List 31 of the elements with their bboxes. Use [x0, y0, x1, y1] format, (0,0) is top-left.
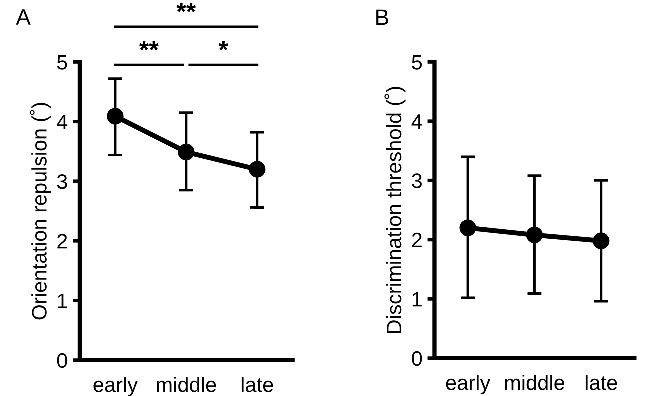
text: **	[140, 41, 159, 51]
point	[249, 161, 266, 178]
y-axis-title: Orientation repulsion (˚)	[30, 103, 52, 320]
y-tick-label: 4	[57, 115, 68, 130]
text: *	[218, 41, 228, 51]
y-tick-label: 2	[412, 232, 422, 248]
x-tick-label: late	[586, 375, 618, 390]
point	[593, 232, 610, 250]
chart-title: B	[376, 10, 388, 26]
y-tick-label: 5	[412, 55, 422, 70]
y-tick-label: 1	[412, 292, 422, 307]
y-tick-label: 2	[58, 234, 68, 249]
y-tick-label: 5	[57, 55, 68, 70]
point	[178, 144, 195, 161]
x-tick-label: late	[242, 377, 274, 392]
x-tick-label: early	[446, 375, 491, 394]
y-tick-label: 3	[57, 174, 68, 190]
x-tick-label: middle	[157, 377, 216, 392]
y-tick-label: 4	[412, 114, 422, 129]
y-tick-label: 0	[412, 351, 422, 366]
chart-title: A	[16, 10, 31, 25]
y-axis-title: Discrimination threshold (˚)	[384, 87, 406, 334]
y-tick-label: 0	[57, 353, 68, 368]
point	[107, 108, 124, 125]
x-tick-label: early	[94, 377, 138, 396]
y-tick-label: 3	[412, 174, 422, 188]
point	[526, 226, 544, 244]
x-tick-label: middle	[505, 375, 564, 390]
y-tick-label: 1	[58, 294, 68, 308]
text: **	[176, 3, 196, 12]
point	[460, 220, 476, 236]
